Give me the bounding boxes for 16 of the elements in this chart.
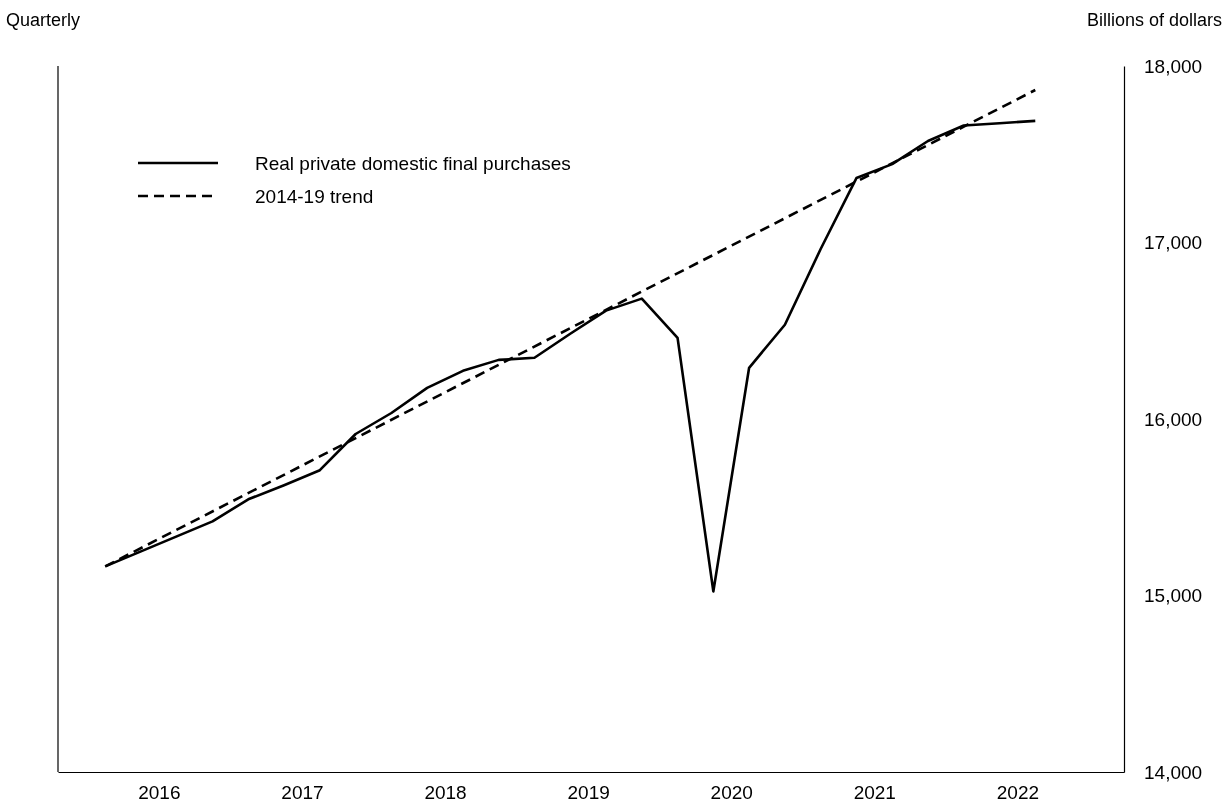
legend-label: 2014-19 trend <box>255 186 374 207</box>
y-tick-label: 18,000 <box>1144 55 1203 77</box>
y-tick-label: 16,000 <box>1144 408 1203 430</box>
legend-label: Real private domestic final purchases <box>255 153 571 174</box>
x-tick-label: 2019 <box>567 782 610 804</box>
x-tick-label: 2018 <box>424 782 467 804</box>
x-tick-label: 2021 <box>853 782 896 804</box>
x-tick-label: 2016 <box>138 782 181 804</box>
y-tick-label: 17,000 <box>1144 232 1203 254</box>
chart-subtitle: Quarterly <box>6 10 81 30</box>
y-tick-label: 15,000 <box>1144 585 1203 607</box>
x-tick-label: 2020 <box>710 782 753 804</box>
x-tick-label: 2017 <box>281 782 324 804</box>
y-tick-label: 14,000 <box>1144 761 1203 783</box>
x-tick-label: 2022 <box>996 782 1040 804</box>
y-axis-title: Billions of dollars <box>1086 10 1222 30</box>
